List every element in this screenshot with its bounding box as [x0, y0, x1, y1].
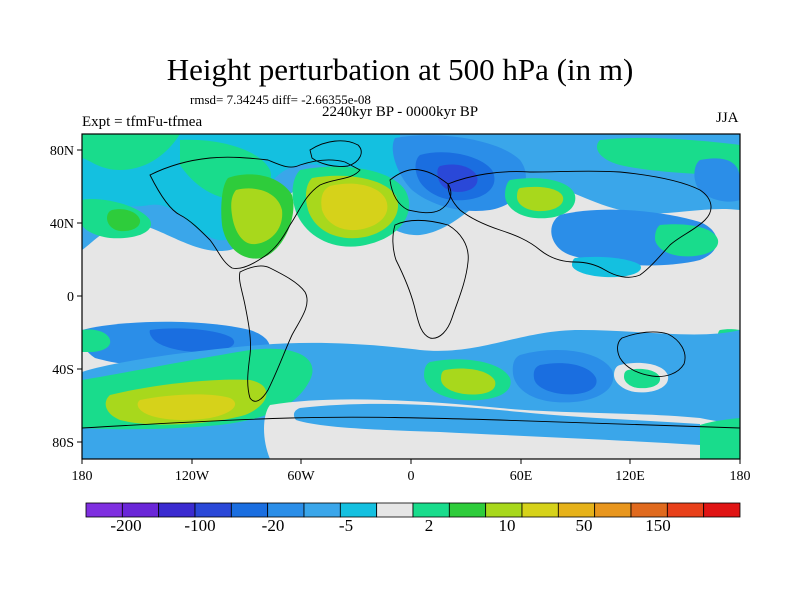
- colorbar-box: [595, 503, 631, 517]
- colorbar-label: -5: [339, 516, 353, 535]
- longitude-axis: 180 120W 60W 0 60E 120E 180: [72, 459, 751, 484]
- colorbar-labels: -200 -100 -20 -5 2 10 50 150: [110, 516, 670, 535]
- colorbar-box: [704, 503, 740, 517]
- colorbar-box: [122, 503, 158, 517]
- colorbar-label: 10: [499, 516, 516, 535]
- lon-label-120w: 120W: [175, 469, 210, 484]
- colorbar-label: -100: [184, 516, 215, 535]
- lat-label-80n: 80N: [50, 144, 74, 159]
- colorbar-label: 50: [576, 516, 593, 535]
- colorbar-box: [195, 503, 231, 517]
- colorbar-box: [340, 503, 376, 517]
- colorbar-box: [268, 503, 304, 517]
- colorbar-box: [231, 503, 267, 517]
- colorbar-box: [304, 503, 340, 517]
- lat-label-40n: 40N: [50, 217, 74, 232]
- lon-label-0: 0: [408, 469, 415, 484]
- colorbar-box: [413, 503, 449, 517]
- contour-green-antarctic-east: [700, 418, 740, 459]
- colorbar-box: [377, 503, 413, 517]
- lon-label-60e: 60E: [510, 469, 533, 484]
- colorbar-label: 150: [645, 516, 671, 535]
- colorbar-box: [159, 503, 195, 517]
- colorbar-box: [631, 503, 667, 517]
- lon-label-60w: 60W: [287, 469, 315, 484]
- colorbar-box: [449, 503, 485, 517]
- colorbar-label: -20: [262, 516, 285, 535]
- colorbar-label: 2: [425, 516, 434, 535]
- lat-label-40s: 40S: [52, 363, 74, 378]
- colorbar-label: -200: [110, 516, 141, 535]
- colorbar-box: [86, 503, 122, 517]
- colorbar-box: [522, 503, 558, 517]
- colorbar-box: [667, 503, 703, 517]
- latitude-axis: 80N 40N 0 40S 80S: [50, 144, 82, 451]
- colorbar-box: [486, 503, 522, 517]
- lon-label-120e: 120E: [615, 469, 645, 484]
- colorbar: [86, 503, 740, 517]
- lon-label-180w: 180: [72, 469, 93, 484]
- lon-label-180e: 180: [730, 469, 751, 484]
- lat-label-0: 0: [67, 290, 74, 305]
- lat-label-80s: 80S: [52, 436, 74, 451]
- height-perturbation-map: 80N 40N 0 40S 80S 180 120W 60W 0 60E 120…: [0, 0, 800, 600]
- colorbar-box: [558, 503, 594, 517]
